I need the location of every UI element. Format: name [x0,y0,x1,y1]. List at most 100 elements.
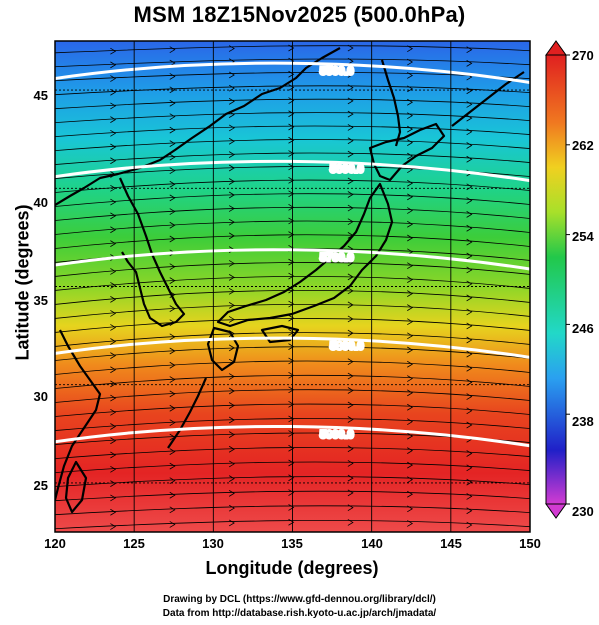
colorbar-tick-label: 246 [572,321,594,336]
streamline-arrow [466,308,473,316]
streamline-arrow [466,521,473,529]
streamline-arrow [110,310,117,317]
colorbar-tick-label: 262 [572,138,594,153]
streamline-arrow [288,300,295,308]
streamline-arrow [347,315,354,323]
streamline-arrow [110,451,117,459]
streamline [55,139,530,152]
credit-data: Data from http://database.rish.kyoto-u.a… [162,608,437,619]
streamline-arrow [466,266,473,274]
streamline-arrow [169,194,176,202]
x-axis-label: Longitude (degrees) [205,558,379,578]
streamline-arrow [347,460,354,467]
streamline-arrow [228,387,235,395]
streamline-arrow [228,373,235,380]
credit-drawing: Drawing by DCL (https://www.gfd-dennou.o… [163,594,436,605]
streamline-arrow [466,211,473,218]
streamline-arrow [228,416,235,424]
colorbar-min-arrow [545,503,567,519]
plot-frame [54,40,531,533]
streamline-arrow [347,137,354,145]
x-tick-label: 145 [440,536,462,551]
streamline-arrow [169,491,176,499]
streamline-arrow [288,518,295,526]
streamline-arrow [347,329,354,337]
streamline-arrow [288,386,295,394]
colorbar-tick-label: 230 [572,504,594,519]
streamline [55,303,530,319]
streamline-arrow [347,287,354,295]
streamline-arrow [288,176,295,184]
streamline-arrow [288,70,295,78]
x-tick-label: 120 [44,536,66,551]
streamline-arrow [466,183,473,191]
streamline-arrow [169,376,176,383]
streamline-arrow [169,167,176,175]
streamline-arrow [407,72,414,79]
streamline [55,374,530,389]
streamline-arrow [110,394,117,402]
streamline [55,389,530,403]
streamline [55,476,530,488]
streamline-arrow [347,401,354,409]
streamline-arrow [169,180,176,188]
streamline-arrow [347,177,354,185]
streamline-arrow [347,259,354,267]
streamline [55,98,530,110]
chart-title: MSM 18Z15Nov2025 (500.0hPa) [133,2,466,27]
x-tick-label: 140 [361,536,383,551]
streamline-arrow [407,304,414,311]
streamline [55,520,530,530]
streamline [55,332,530,347]
streamline [55,490,530,502]
x-tick-label: 130 [202,536,224,551]
streamline-arrow [228,475,235,482]
streamline-arrow [466,197,473,204]
streamline-arrow [466,450,473,457]
contour-label: 5700.0 [320,252,354,264]
streamline [55,461,530,474]
streamline-arrow [169,404,176,412]
streamline [55,193,530,207]
streamline-arrow [228,504,235,512]
streamline-arrow [407,207,414,214]
streamline-arrow [347,416,354,423]
streamline [55,289,530,305]
streamline-arrow [169,235,176,243]
streamline-arrow [288,459,295,467]
streamline-arrow [228,232,235,240]
streamline-arrow [288,314,295,322]
streamline [55,447,530,460]
streamline-arrow [407,234,414,242]
streamline-arrow [288,84,295,91]
streamline-arrow [228,71,235,79]
streamline-arrow [407,505,414,513]
streamline-arrow [110,116,117,123]
streamline-arrow [228,431,235,438]
streamline-arrow [466,507,473,515]
streamline-arrow [347,474,354,482]
streamline-arrow [170,536,175,542]
streamline-arrow [228,445,235,453]
streamline-arrow [407,220,414,228]
streamline-arrow [169,208,176,215]
streamline-arrow [347,218,354,226]
streamline-arrow [169,347,176,355]
height-contour [55,159,530,183]
streamline-arrow [228,519,235,527]
streamline-arrow [407,346,414,354]
streamline-arrow [288,400,295,408]
streamline-arrow [407,112,414,120]
streamline-arrow [407,125,414,133]
contour-label: 5900.0 [320,429,354,441]
streamline-arrow [110,157,117,165]
y-axis-label: Latitude (degrees) [12,204,33,361]
streamline-arrow [288,474,295,482]
height-contour [55,424,530,448]
streamline-arrow [407,85,414,93]
streamline-arrow [110,240,117,247]
streamline-arrow [347,191,354,198]
height-contour [55,248,530,271]
streamline-arrow [407,360,414,368]
streamline-arrow [407,520,414,527]
